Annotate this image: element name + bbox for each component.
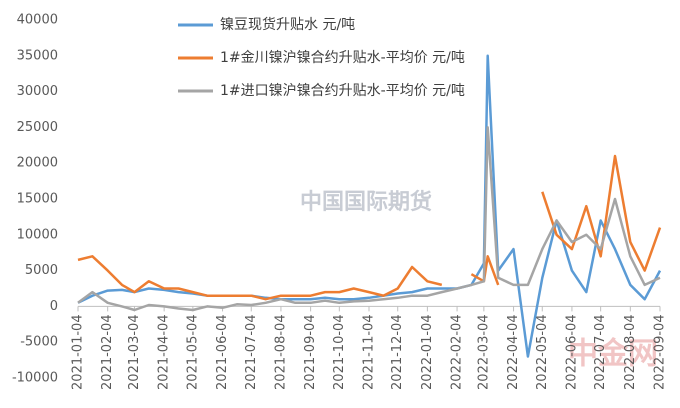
x-tick-label: 2022-07-04 — [593, 314, 608, 390]
y-tick-label: 35000 — [17, 48, 58, 63]
x-tick-label: 2022-04-04 — [506, 314, 521, 390]
x-tick-label: 2021-03-04 — [127, 314, 142, 390]
x-tick-label: 2021-07-04 — [244, 314, 259, 390]
x-tick-label: 2022-08-04 — [623, 314, 638, 390]
y-tick-label: 25000 — [17, 120, 58, 135]
x-tick-label: 2021-12-04 — [390, 314, 405, 390]
y-tick-label: 5000 — [25, 263, 58, 278]
x-tick-label: 2021-06-04 — [215, 314, 230, 390]
y-tick-label: 40000 — [17, 13, 58, 28]
x-tick-label: 2022-09-04 — [653, 314, 668, 390]
x-tick-label: 2021-02-04 — [100, 314, 115, 390]
x-tick-label: 2022-03-04 — [476, 314, 491, 390]
x-tick-label: 2022-05-04 — [535, 314, 550, 390]
watermark: 中金网 — [568, 337, 658, 372]
x-tick-label: 2021-05-04 — [185, 314, 200, 390]
watermark: 中国国际期货 — [300, 189, 432, 215]
y-tick-label: 30000 — [17, 84, 58, 99]
y-tick-label: 0 — [50, 299, 58, 314]
series-line — [77, 126, 661, 312]
x-tick-label: 2022-06-04 — [564, 314, 579, 390]
x-tick-label: 2021-09-04 — [303, 314, 318, 390]
series-line — [77, 54, 662, 358]
x-tick-label: 2021-01-04 — [71, 314, 86, 390]
x-tick-label: 2021-10-04 — [332, 314, 347, 390]
y-tick-label: 20000 — [17, 156, 58, 171]
legend-label: 1#进口镍沪镍合约升贴水-平均价 元/吨 — [220, 83, 465, 99]
x-tick-label: 2022-01-04 — [420, 314, 435, 390]
series-line — [77, 154, 662, 301]
x-tick-label: 2022-02-04 — [450, 314, 465, 390]
y-tick-label: -5000 — [20, 335, 58, 350]
x-tick-label: 2021-04-04 — [157, 314, 172, 390]
y-tick-label: -10000 — [12, 371, 58, 386]
y-tick-label: 10000 — [17, 227, 58, 242]
y-tick-label: 15000 — [17, 192, 58, 207]
legend-label: 1#金川镍沪镍合约升贴水-平均价 元/吨 — [220, 50, 465, 66]
x-tick-label: 2021-11-04 — [362, 314, 377, 390]
x-tick-label: 2021-08-04 — [273, 314, 288, 390]
legend-label: 镍豆现货升贴水 元/吨 — [220, 16, 355, 33]
